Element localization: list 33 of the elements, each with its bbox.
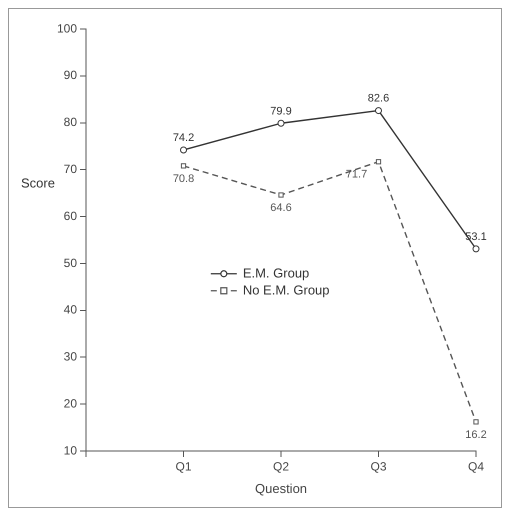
- y-tick-label: 70: [64, 162, 78, 176]
- data-label: 74.2: [172, 132, 194, 144]
- x-tick-label: Q4: [468, 460, 484, 474]
- y-tick-label: 40: [64, 302, 78, 317]
- data-label: 70.8: [172, 172, 194, 185]
- legend-label: E.M. Group: [242, 265, 310, 280]
- data-label: 16.2: [465, 428, 487, 441]
- point: [473, 419, 479, 425]
- x-tick-label: Q2: [273, 460, 290, 474]
- point: [180, 163, 186, 169]
- y-axis-title: Score: [21, 175, 55, 190]
- data-label: 79.9: [270, 105, 292, 118]
- x-tick-label: Q1: [176, 460, 192, 474]
- x-axis-title: Question: [254, 480, 308, 496]
- y-tick-label: 100: [56, 21, 78, 36]
- y-tick-label: 10: [64, 443, 78, 458]
- y-tick-label: 50: [64, 256, 78, 270]
- y-tick-label: 30: [64, 350, 78, 364]
- point: [375, 107, 382, 114]
- data-label: 71.7: [346, 168, 368, 181]
- data-label: 82.6: [368, 92, 390, 105]
- data-label: 64.6: [270, 202, 292, 214]
- y-tick-label: 90: [64, 68, 78, 82]
- point: [278, 192, 284, 198]
- point: [180, 146, 188, 154]
- legend-label: No E.M. Group: [242, 282, 330, 298]
- y-tick-label: 60: [64, 208, 78, 223]
- y-tick-label: 80: [64, 115, 78, 130]
- x-tick-label: Q3: [370, 460, 387, 474]
- point: [376, 159, 382, 164]
- point: [472, 245, 480, 252]
- y-tick-label: 20: [64, 396, 78, 410]
- point: [278, 120, 285, 127]
